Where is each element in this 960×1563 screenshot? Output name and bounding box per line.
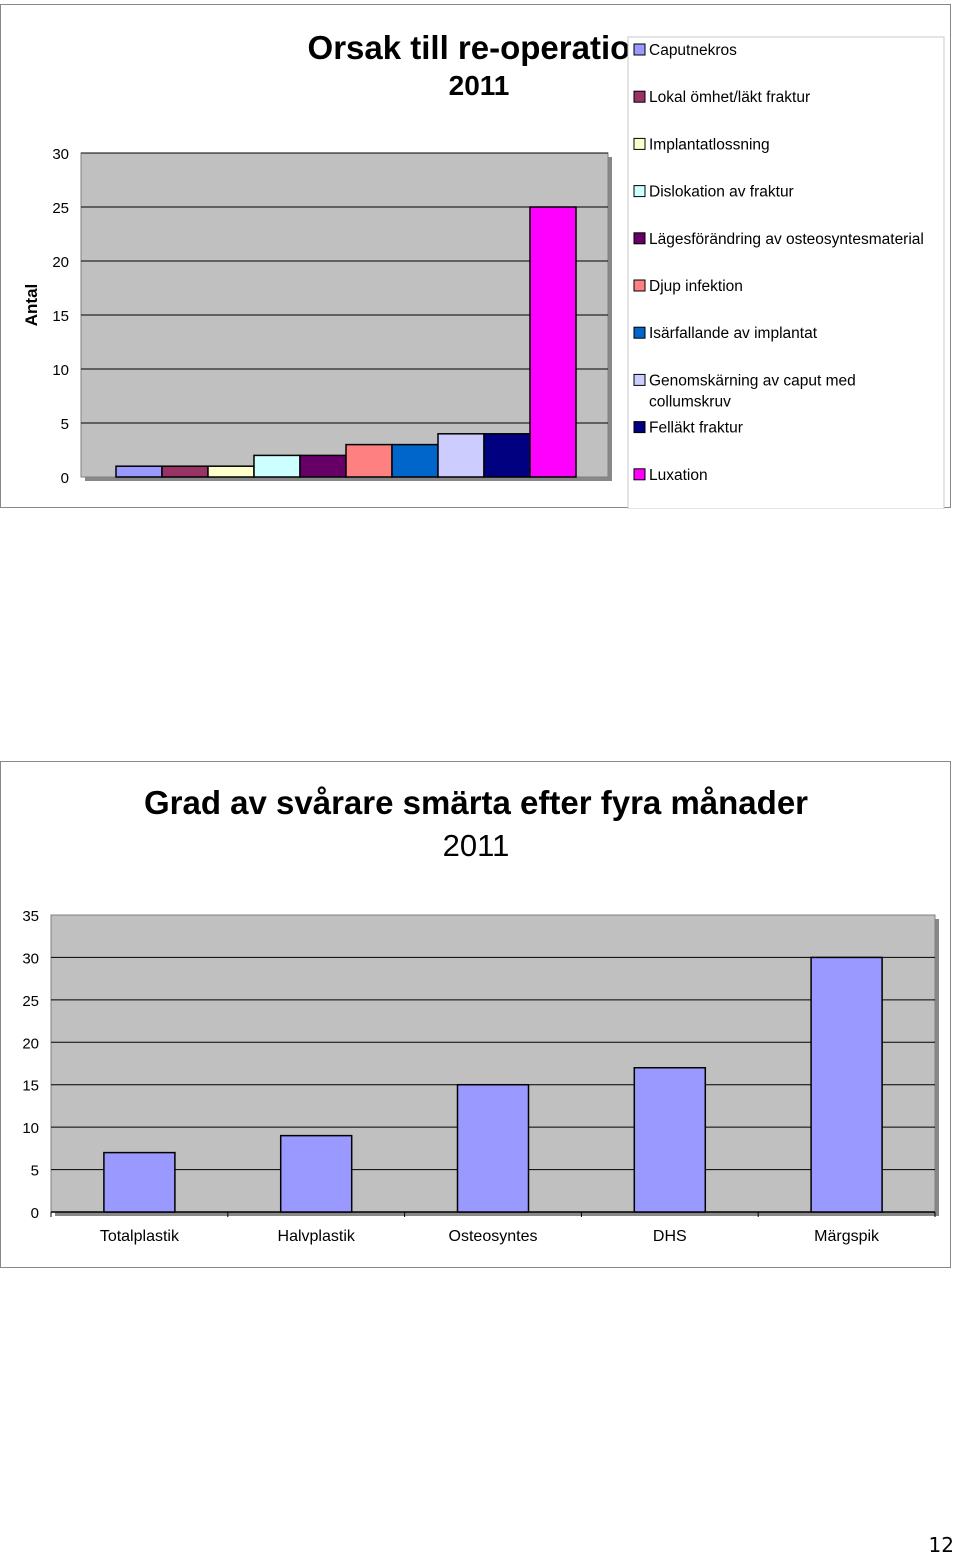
legend-label-7: Isärfallande av implantat — [649, 325, 818, 342]
legend-box — [627, 36, 945, 509]
bar-7 — [391, 443, 439, 478]
bar-3 — [207, 465, 255, 478]
legend-label-9: Felläkt fraktur — [649, 420, 743, 437]
legend-swatch-8 — [633, 373, 646, 386]
legend-label-5: Lägesförändring av osteosyntesmaterial — [649, 231, 924, 248]
bar-8 — [437, 433, 485, 478]
legend-swatch-9 — [633, 421, 646, 434]
bar-dhs — [633, 1066, 707, 1213]
x-tick-label: Osteosyntes — [449, 1228, 538, 1245]
y-tick-label: 30 — [52, 146, 69, 163]
pain-chart: 0 5 10 15 20 25 30 35 Totalplastik Halvplastik Ost… — [0, 761, 951, 1268]
y-tick-label: 0 — [31, 1205, 39, 1222]
legend-label-8: Genomskärning av caput med collumskruv — [649, 372, 856, 410]
bar-10 — [529, 206, 577, 478]
x-tick-label: Märgspik — [814, 1228, 880, 1245]
bar-märgspik — [810, 956, 883, 1213]
y-tick-label: 10 — [22, 1120, 39, 1137]
y-tick-label: 15 — [52, 308, 69, 325]
legend-swatch-10 — [633, 468, 646, 481]
y-tick-label: 20 — [52, 254, 69, 271]
legend-label-1: Caputnekros — [649, 42, 737, 59]
y-axis-label: Antal — [22, 284, 41, 327]
reoperation-chart-svg: 0 5 10 15 20 25 30 Antal Orsak till re-operation… — [22, 29, 945, 509]
legend-label-10: Luxation — [649, 467, 708, 484]
y-tick-label: 20 — [22, 1035, 39, 1052]
bar-halvplastik — [279, 1134, 353, 1213]
y-tick-label: 25 — [52, 200, 69, 217]
bar-4 — [253, 454, 301, 478]
legend-swatch-7 — [633, 326, 646, 339]
y-tick-label: 5 — [31, 1163, 39, 1180]
bar-osteosyntes — [456, 1083, 530, 1213]
chart-subtitle: 2011 — [449, 70, 510, 101]
legend-swatch-6 — [633, 279, 646, 292]
legend-label-2: Lokal ömhet/läkt fraktur — [649, 89, 810, 106]
y-tick-label: 0 — [61, 470, 69, 487]
legend-label-3: Implantatlossning — [649, 136, 770, 153]
x-tick-label: Halvplastik — [278, 1228, 356, 1245]
bar-totalplastik — [103, 1151, 176, 1213]
page-number: 12 — [928, 1533, 954, 1557]
chart-title: Grad av svårare smärta efter fyra månade… — [144, 784, 808, 821]
reoperation-chart: 0 5 10 15 20 25 30 Antal Orsak till re-operation… — [0, 4, 951, 509]
bar-9 — [483, 433, 531, 478]
x-tick-label: DHS — [653, 1228, 687, 1245]
legend-swatch-5 — [633, 232, 646, 245]
bar-6 — [345, 443, 393, 478]
chart-title: Orsak till re-operation — [308, 29, 651, 66]
pain-chart-svg: 0 5 10 15 20 25 30 35 Totalplastik Halvplastik Ost… — [22, 784, 939, 1245]
bar-5 — [299, 454, 347, 478]
y-tick-label: 35 — [22, 908, 39, 925]
y-tick-label: 15 — [22, 1078, 39, 1095]
y-tick-label: 5 — [61, 416, 69, 433]
legend-label-4: Dislokation av fraktur — [649, 184, 794, 201]
legend-swatch-2 — [633, 90, 646, 103]
x-tick-label: Totalplastik — [100, 1228, 180, 1245]
bar-2 — [161, 465, 209, 478]
legend-swatch-4 — [633, 185, 646, 198]
y-tick-label: 10 — [52, 362, 69, 379]
legend-swatch-1 — [633, 43, 646, 56]
legend-swatch-3 — [633, 137, 646, 150]
bar-1 — [115, 465, 163, 478]
chart-subtitle: 2011 — [443, 828, 510, 863]
legend-label-6: Djup infektion — [649, 278, 743, 295]
y-tick-label: 30 — [22, 950, 39, 967]
y-tick-label: 25 — [22, 993, 39, 1010]
